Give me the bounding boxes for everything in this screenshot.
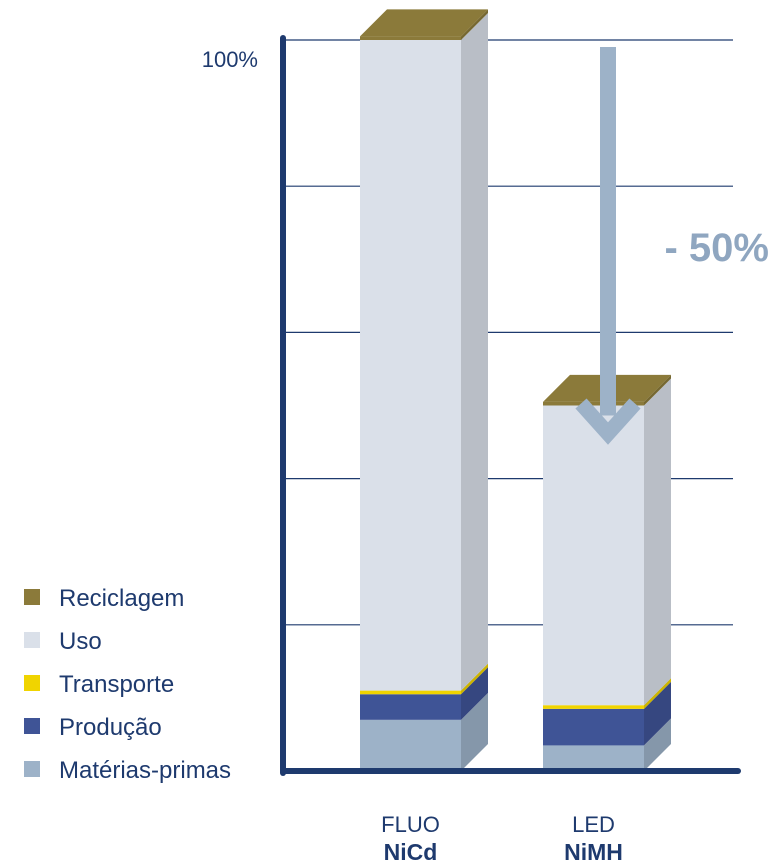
annotation: - 50% [575,47,770,445]
bar-segment [543,705,644,709]
bar-segment-side [644,681,671,746]
bar-segment [360,719,461,771]
bar-segment [543,708,644,746]
bar-segment-side [644,718,671,771]
category-sublabel: NiMH [564,839,623,865]
legend-swatch [24,675,40,691]
bar-segment-side [461,9,488,40]
legend-swatch [24,632,40,648]
legend-swatch [24,761,40,777]
bar-segment-side [644,678,671,709]
category-label: FLUO [381,812,440,837]
bar-segment [543,405,644,706]
bar-segment [360,694,461,720]
annotation-arrow-head [575,398,641,445]
legend-swatch [24,718,40,734]
bar-segment [543,401,644,406]
bar-segment-side [644,374,671,406]
bar-segment-side [461,663,488,695]
bar-segment [543,745,644,771]
bar-segment [360,690,461,695]
bar-segment [360,36,461,40]
legend-label: Matérias-primas [59,757,231,784]
bar-segment-side [461,667,488,720]
bar-segment-side [461,13,488,691]
bar-segment-side [461,692,488,771]
bar-top-face [360,9,488,37]
category-sublabel: NiCd [384,839,438,865]
legend-label: Reciclagem [59,585,184,612]
y-tick-label: 100% [202,47,258,72]
bar-segment-side [644,378,671,706]
axes [280,35,741,776]
annotation-label: - 50% [665,226,770,270]
legend-label: Uso [59,628,102,655]
annotation-arrow-shaft [600,47,616,416]
legend-swatch [24,589,40,605]
legend-label: Produção [59,714,162,741]
bar-segment [360,40,461,691]
legend: Reciclagem Uso Transporte Produção Matérias-… [24,585,231,784]
bars [360,9,671,771]
legend-label: Transporte [59,671,174,698]
category-label: LED [572,812,615,837]
